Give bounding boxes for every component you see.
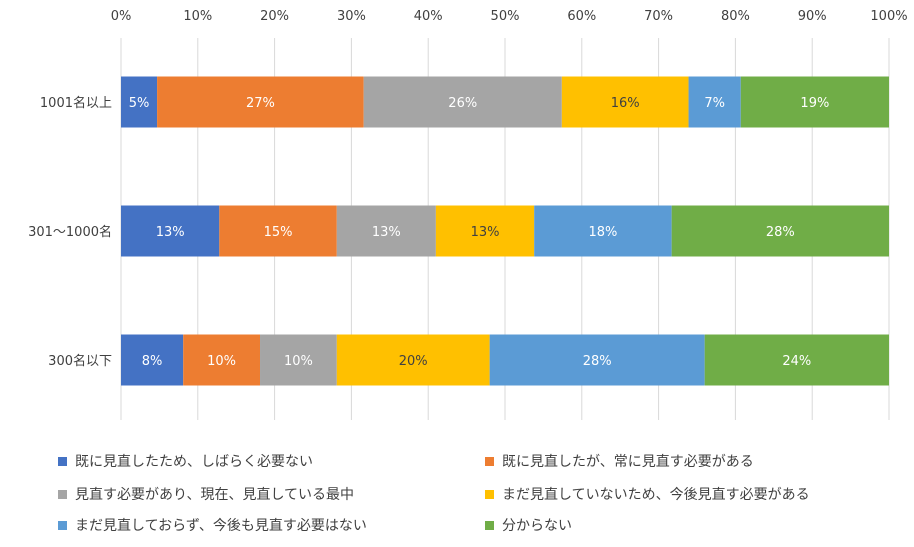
- x-tick-label: 60%: [567, 9, 596, 24]
- data-label: 7%: [704, 96, 725, 111]
- bar-segment: [121, 334, 184, 386]
- x-tick-label: 50%: [491, 9, 520, 24]
- x-tick-label: 70%: [644, 9, 673, 24]
- bar-segment: [740, 76, 889, 128]
- data-label: 15%: [264, 225, 293, 240]
- x-tick-label: 0%: [111, 9, 132, 24]
- data-label: 8%: [142, 354, 163, 369]
- category-label: 301～1000名: [28, 224, 112, 240]
- data-label: 26%: [448, 96, 477, 111]
- bar-segment: [363, 76, 562, 128]
- data-label: 28%: [766, 225, 795, 240]
- x-tick-label: 40%: [414, 9, 443, 24]
- x-tick-label: 30%: [337, 9, 366, 24]
- bar-segment: [688, 76, 741, 128]
- bar-segment: [489, 334, 705, 386]
- x-tick-label: 20%: [260, 9, 289, 24]
- category-label: 1001名以上: [40, 95, 112, 111]
- x-tick-label: 100%: [870, 9, 907, 24]
- data-label: 19%: [800, 96, 829, 111]
- data-label: 10%: [284, 354, 313, 369]
- bar-segment: [561, 76, 689, 128]
- data-label: 13%: [471, 225, 500, 240]
- data-label: 13%: [372, 225, 401, 240]
- bar-segment: [121, 205, 220, 257]
- data-label: 18%: [588, 225, 617, 240]
- category-label: 300名以下: [48, 353, 112, 369]
- data-label: 27%: [246, 96, 275, 111]
- x-tick-label: 10%: [183, 9, 212, 24]
- x-tick-label: 90%: [798, 9, 827, 24]
- x-tick-label: 80%: [721, 9, 750, 24]
- bar-segment: [157, 76, 364, 128]
- bar-segment: [336, 205, 436, 257]
- bar-segment: [260, 334, 337, 386]
- bar-segment: [534, 205, 672, 257]
- bar-segment: [704, 334, 889, 386]
- data-label: 28%: [583, 354, 612, 369]
- data-label: 10%: [207, 354, 236, 369]
- data-label: 24%: [782, 354, 811, 369]
- bar-segment: [183, 334, 261, 386]
- bar-segment: [435, 205, 535, 257]
- data-label: 20%: [399, 354, 428, 369]
- data-label: 16%: [611, 96, 640, 111]
- data-label: 5%: [129, 96, 150, 111]
- bar-segment: [121, 76, 158, 128]
- bar-segment: [336, 334, 490, 386]
- bar-segment: [671, 205, 889, 257]
- bar-segment: [219, 205, 337, 257]
- data-label: 13%: [156, 225, 185, 240]
